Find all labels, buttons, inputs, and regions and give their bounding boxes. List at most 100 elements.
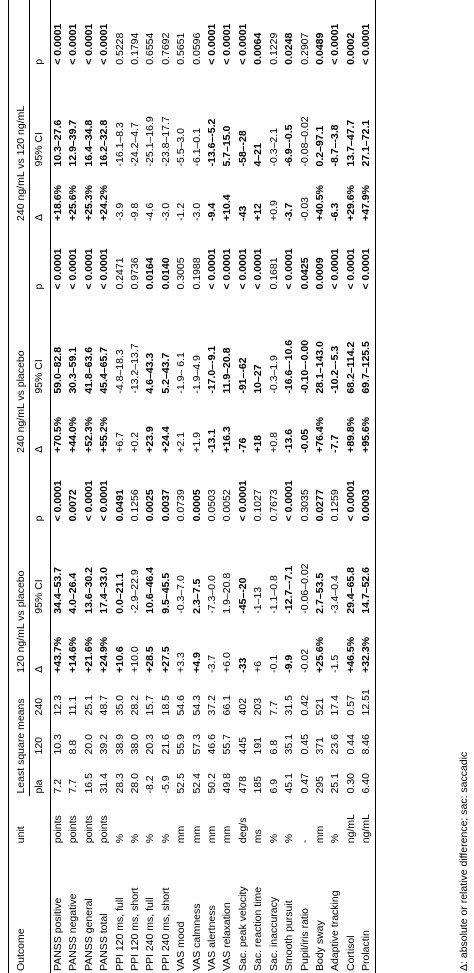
table-row: Sac. peak velocity deg/s 478 445 402 -33 -45–-… (236, 0, 251, 973)
p-cell: < 0.0001 (206, 23, 219, 65)
ci-cell: 41.8–63.6 (82, 346, 95, 394)
delta-cell: +10.4 (221, 194, 234, 221)
outcome-cell: PPI 240 ms, short (159, 887, 172, 971)
ci-header: 95% CI (29, 66, 51, 169)
outcome-cell: PPI 120 ms, short (129, 887, 142, 971)
unit-cell: % (144, 833, 157, 844)
p-cell: 0.0739 (175, 489, 188, 522)
mean-120-cell: 35.1 (283, 734, 296, 755)
table-row: Smooth pursuit% 45.1 35.1 31.5 -9.9 -12.7–-7.… (282, 0, 297, 973)
mean-240-cell: 0.57 (344, 695, 357, 716)
ci-cell: -13.6–-5.2 (206, 118, 219, 167)
delta-cell: -13.6 (283, 428, 296, 453)
ci-cell: -0.3–7.0 (175, 575, 188, 614)
delta-cell: +14.6% (67, 636, 80, 673)
ci-cell: 16.4–34.8 (82, 119, 95, 167)
delta-cell: -3.0 (190, 202, 203, 221)
p-cell: < 0.0001 (82, 480, 95, 522)
outcome-cell: PANSS general (82, 898, 95, 971)
ci-cell: -13.2–13.7 (129, 343, 142, 394)
ci-cell: 4–21 (252, 143, 265, 167)
ci-cell: -25.1–16.9 (144, 116, 157, 167)
ci-cell: 0.0–21.1 (113, 572, 126, 614)
mean-240-cell: 521 (313, 697, 326, 716)
delta-cell: -3.0 (159, 202, 172, 221)
ci-cell: -4.8–18.3 (113, 349, 126, 394)
ci-cell: 4.0–26.4 (67, 572, 80, 614)
delta-cell: -0.05 (298, 428, 311, 453)
ci-cell: -12.7–-7.1 (283, 565, 296, 614)
mean-240-cell: 15.7 (144, 695, 157, 716)
unit-cell: % (329, 833, 342, 844)
p-cell: 0.6554 (144, 32, 157, 65)
unit-cell: % (129, 833, 142, 844)
p-cell: < 0.0001 (329, 23, 342, 65)
outcome-header: Outcome (8, 845, 30, 973)
mean-120-cell: 371 (313, 736, 326, 755)
p-header: p (29, 222, 51, 292)
delta-cell: +89.8% (344, 416, 357, 453)
ci-cell: -7.3–0.0 (206, 575, 219, 614)
p-cell: 0.2907 (298, 32, 311, 65)
delta-header: Δ (29, 615, 51, 675)
delta-cell: +25.6% (313, 636, 326, 673)
p-cell: 0.0064 (252, 32, 265, 65)
mean-pla-cell: 25.1 (329, 773, 342, 794)
p-cell: 0.5651 (175, 32, 188, 65)
delta-cell: -1.5 (329, 654, 342, 673)
ci-cell: 10.6–46.4 (144, 566, 157, 614)
ci-cell: 9.5–45.5 (159, 572, 172, 614)
ci-cell: 2.3–7.5 (190, 578, 203, 614)
mean-pla-cell: 7.7 (67, 778, 80, 794)
p-cell: < 0.0001 (206, 248, 219, 290)
mean-120-cell: 6.8 (267, 739, 280, 755)
ci-cell: -17.0–-9.1 (206, 345, 219, 394)
p-cell: < 0.0001 (329, 248, 342, 290)
mean-240-cell: 66.1 (221, 695, 234, 716)
outcome-cell: VAS mood (175, 921, 188, 971)
table-row: PPI 120 ms, full% 28.3 38.9 35.0 +10.6 0.0–21… (113, 0, 128, 973)
c120-header: 120 (29, 717, 51, 757)
ci-cell: 30.3–59.1 (67, 346, 80, 394)
mean-120-cell: 39.2 (98, 734, 111, 755)
ci-cell: -16.6–-10.6 (283, 339, 296, 394)
p-cell: 0.0491 (113, 489, 126, 522)
delta-header: Δ (29, 395, 51, 455)
p-cell: 0.1259 (329, 489, 342, 522)
table-body: PANSS positive points 7.2 10.3 12.3 +43.7% 34.… (51, 0, 376, 973)
outcome-cell: Sac. peak velocity (236, 886, 249, 971)
delta-cell: +0.9 (267, 200, 280, 221)
mean-pla-cell: 45.1 (283, 773, 296, 794)
unit-cell: % (267, 833, 280, 844)
p-cell: 0.3005 (175, 257, 188, 290)
mean-240-cell: 12.51 (359, 674, 376, 718)
mean-pla-cell: 6.40 (359, 756, 376, 796)
delta-cell: -0.03 (298, 197, 311, 221)
delta-cell: -3.7 (283, 202, 296, 221)
ci-cell: -8.7–-3.8 (329, 124, 342, 167)
delta-cell: +55.2% (98, 416, 111, 453)
outcome-cell: Body sway (313, 920, 326, 971)
ci-cell: -1.9–4.9 (190, 355, 203, 394)
ci-cell: 13.7–47.7 (344, 119, 357, 167)
p-cell: < 0.0001 (344, 480, 357, 522)
outcome-cell: Adaptive tracking (329, 890, 342, 971)
delta-cell: +28.5 (144, 646, 157, 673)
mean-pla-cell: 295 (313, 776, 326, 794)
ci-cell: 59.0–82.8 (52, 346, 64, 394)
mean-240-cell: 28.2 (129, 695, 142, 716)
mean-240-cell: 54.6 (175, 695, 188, 716)
delta-cell: +52.3% (82, 416, 95, 453)
p-cell: < 0.0001 (98, 480, 111, 522)
ci-cell: -0.08–0.02 (298, 116, 311, 167)
delta-cell: +6 (252, 660, 265, 673)
mean-120-cell: 191 (252, 736, 265, 755)
mean-240-cell: 25.1 (82, 695, 95, 716)
unit-cell: % (159, 833, 172, 844)
unit-cell: ng/mL (344, 814, 357, 844)
delta-cell: +6.7 (113, 432, 126, 453)
mean-pla-cell: 6.9 (267, 778, 280, 794)
table-row: VAS alertness mm 50.2 46.6 37.2 -3.7 -7.3–0.0 0… (205, 0, 220, 973)
delta-cell: -9.4 (206, 202, 219, 221)
p-cell: < 0.0001 (344, 248, 357, 290)
